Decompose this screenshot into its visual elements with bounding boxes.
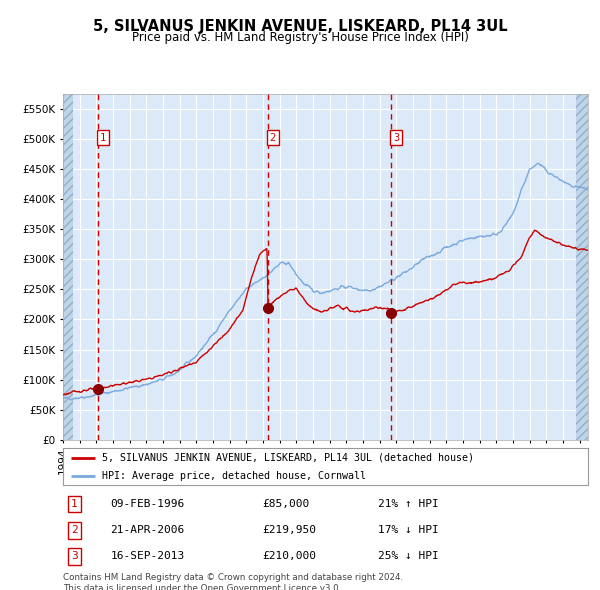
Text: 5, SILVANUS JENKIN AVENUE, LISKEARD, PL14 3UL (detached house): 5, SILVANUS JENKIN AVENUE, LISKEARD, PL1… <box>103 453 475 463</box>
Text: 1: 1 <box>100 133 106 143</box>
Text: 21% ↑ HPI: 21% ↑ HPI <box>378 499 439 509</box>
Text: 16-SEP-2013: 16-SEP-2013 <box>110 552 185 562</box>
Text: 3: 3 <box>393 133 399 143</box>
Text: £210,000: £210,000 <box>263 552 317 562</box>
Text: HPI: Average price, detached house, Cornwall: HPI: Average price, detached house, Corn… <box>103 471 367 481</box>
Bar <box>63 80 73 440</box>
Text: 2: 2 <box>71 526 78 535</box>
Text: 2: 2 <box>269 133 276 143</box>
Text: 25% ↓ HPI: 25% ↓ HPI <box>378 552 439 562</box>
Text: Price paid vs. HM Land Registry's House Price Index (HPI): Price paid vs. HM Land Registry's House … <box>131 31 469 44</box>
Text: £85,000: £85,000 <box>263 499 310 509</box>
Text: 17% ↓ HPI: 17% ↓ HPI <box>378 526 439 535</box>
Bar <box>577 80 588 440</box>
Text: £219,950: £219,950 <box>263 526 317 535</box>
Text: 1: 1 <box>71 499 78 509</box>
Text: Contains HM Land Registry data © Crown copyright and database right 2024.
This d: Contains HM Land Registry data © Crown c… <box>63 573 403 590</box>
Text: 5, SILVANUS JENKIN AVENUE, LISKEARD, PL14 3UL: 5, SILVANUS JENKIN AVENUE, LISKEARD, PL1… <box>92 19 508 34</box>
Text: 3: 3 <box>71 552 78 562</box>
Text: 21-APR-2006: 21-APR-2006 <box>110 526 185 535</box>
Text: 09-FEB-1996: 09-FEB-1996 <box>110 499 185 509</box>
